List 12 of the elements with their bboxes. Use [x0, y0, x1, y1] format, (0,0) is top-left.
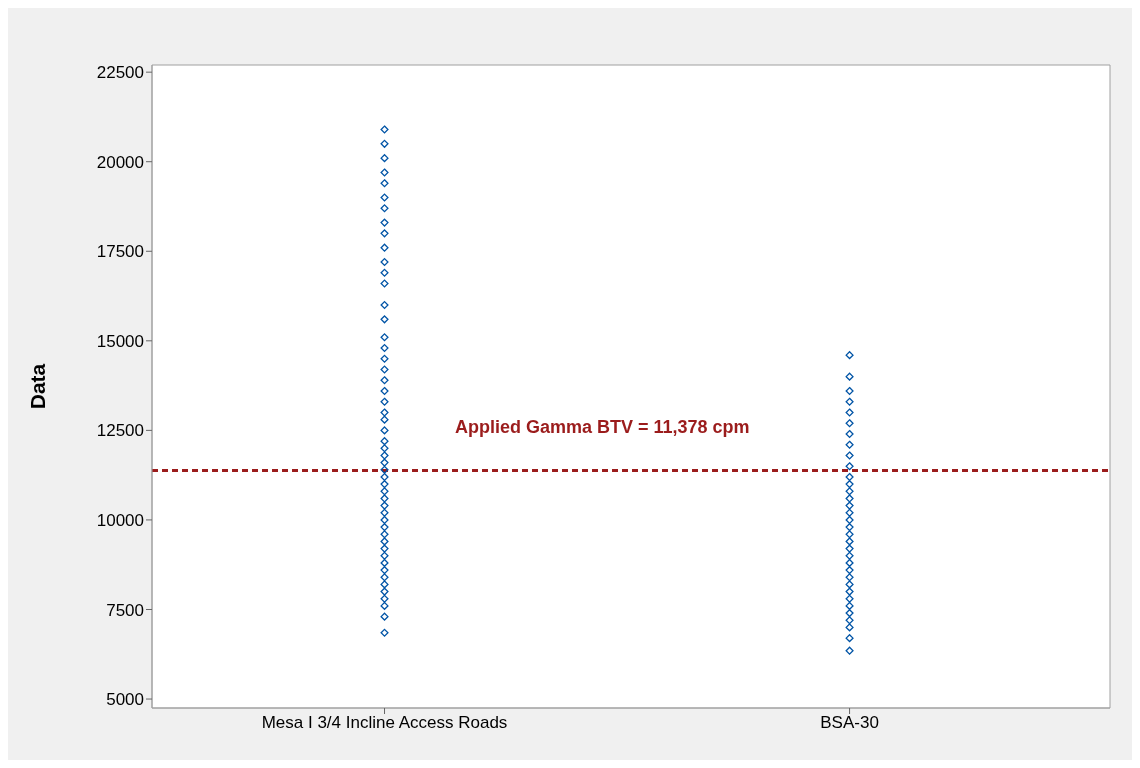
x-tick-label: BSA-30: [820, 713, 879, 733]
y-tick-label: 12500: [96, 421, 144, 441]
x-tick-label: Mesa I 3/4 Incline Access Roads: [261, 713, 508, 733]
y-tick-label: 20000: [96, 152, 144, 172]
y-tick-label: 17500: [96, 242, 144, 262]
y-axis-title: Data: [26, 363, 50, 410]
y-tick-label: 5000: [106, 690, 144, 710]
y-tick-label: 22500: [96, 63, 144, 83]
ref-line-label: Applied Gamma BTV = 11,378 cpm: [454, 416, 750, 437]
y-tick-label: 15000: [96, 331, 144, 351]
y-tick-label: 10000: [96, 510, 144, 530]
y-tick-label: 7500: [106, 600, 144, 620]
